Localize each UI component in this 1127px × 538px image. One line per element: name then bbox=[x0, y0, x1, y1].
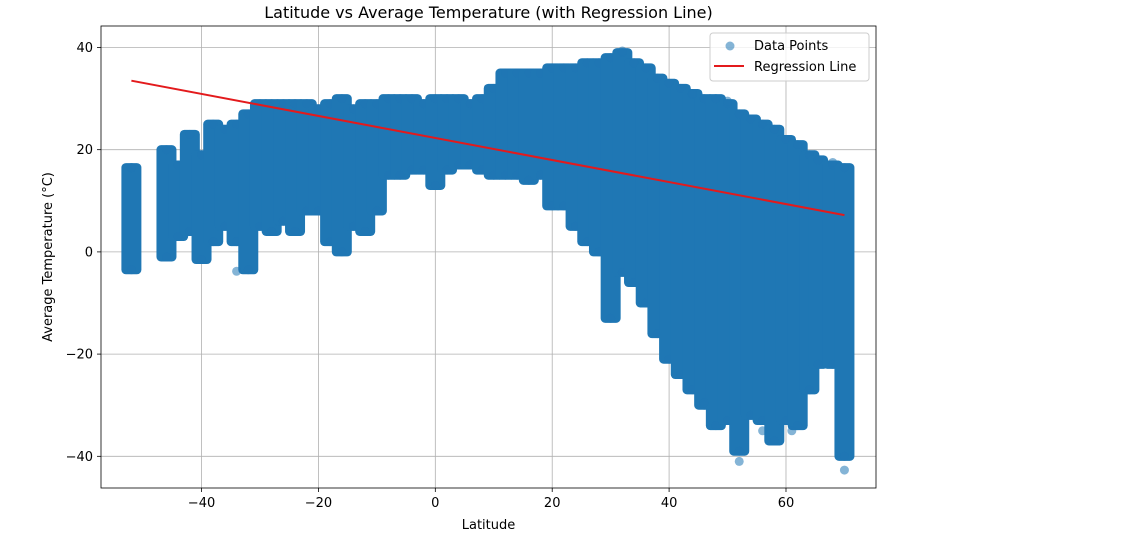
data-point bbox=[337, 247, 347, 257]
data-point bbox=[676, 83, 686, 93]
chart-title: Latitude vs Average Temperature (with Re… bbox=[264, 3, 713, 22]
data-point bbox=[617, 46, 627, 56]
data-point bbox=[839, 451, 849, 461]
data-point bbox=[723, 96, 733, 106]
data-point bbox=[243, 265, 253, 275]
data-point bbox=[711, 94, 721, 104]
x-tick-label: −40 bbox=[188, 496, 215, 511]
data-point bbox=[430, 180, 440, 190]
y-axis-label: Average Temperature (°C) bbox=[41, 172, 56, 342]
data-point bbox=[758, 426, 768, 436]
data-point bbox=[769, 436, 779, 446]
regression-line-series bbox=[131, 79, 845, 217]
data-point bbox=[687, 89, 697, 99]
data-point-column bbox=[121, 163, 142, 275]
data-points-series bbox=[121, 46, 855, 475]
data-point bbox=[813, 359, 823, 369]
data-point bbox=[793, 140, 803, 150]
data-point bbox=[769, 124, 779, 134]
data-point bbox=[208, 237, 218, 247]
data-point bbox=[302, 99, 312, 109]
data-point bbox=[839, 163, 849, 173]
data-point bbox=[442, 165, 452, 175]
data-point bbox=[652, 73, 662, 83]
y-tick-label: 40 bbox=[76, 41, 93, 56]
legend: Data Points Regression Line bbox=[709, 32, 870, 82]
x-axis-ticks: −40 −20 0 20 40 60 bbox=[188, 488, 794, 511]
data-point bbox=[161, 252, 171, 262]
data-point bbox=[372, 206, 382, 216]
data-point bbox=[787, 426, 797, 436]
y-tick-label: −40 bbox=[66, 450, 93, 465]
y-tick-label: −20 bbox=[66, 348, 93, 363]
data-point bbox=[395, 170, 405, 180]
legend-marker-data-points bbox=[725, 41, 735, 51]
x-tick-label: −20 bbox=[305, 496, 332, 511]
data-point bbox=[711, 421, 721, 431]
legend-label-regression-line: Regression Line bbox=[754, 60, 856, 75]
data-point bbox=[267, 226, 277, 236]
axes-frame bbox=[100, 25, 877, 489]
data-point bbox=[734, 109, 744, 119]
data-point bbox=[813, 155, 823, 165]
data-point-column bbox=[834, 163, 855, 461]
data-point bbox=[126, 163, 136, 173]
data-point bbox=[454, 94, 464, 104]
data-point bbox=[290, 226, 300, 236]
data-point bbox=[793, 421, 803, 431]
x-tick-label: 40 bbox=[661, 496, 678, 511]
data-point bbox=[781, 134, 791, 144]
y-tick-label: 20 bbox=[76, 143, 93, 158]
data-point bbox=[337, 94, 347, 104]
data-point bbox=[839, 465, 849, 475]
data-point bbox=[699, 398, 709, 408]
regression-line bbox=[131, 79, 845, 217]
data-point bbox=[758, 119, 768, 129]
y-tick-label: 0 bbox=[85, 245, 93, 260]
data-point bbox=[734, 446, 744, 456]
data-point bbox=[197, 255, 207, 265]
y-axis-ticks: −40 −20 0 20 40 bbox=[66, 41, 101, 465]
data-point bbox=[629, 58, 639, 68]
legend-box bbox=[709, 32, 870, 82]
data-point bbox=[360, 226, 370, 236]
data-point bbox=[407, 94, 417, 104]
data-point bbox=[606, 313, 616, 323]
data-point bbox=[641, 63, 651, 73]
data-point bbox=[524, 175, 534, 185]
data-point bbox=[746, 114, 756, 124]
data-point bbox=[828, 157, 838, 167]
data-point bbox=[208, 119, 218, 129]
x-tick-label: 60 bbox=[778, 496, 795, 511]
legend-label-data-points: Data Points bbox=[754, 39, 828, 54]
data-point bbox=[185, 129, 195, 139]
x-tick-label: 20 bbox=[544, 496, 561, 511]
x-axis-label: Latitude bbox=[462, 518, 516, 533]
data-point bbox=[232, 266, 242, 276]
data-point bbox=[126, 265, 136, 275]
data-point bbox=[734, 456, 744, 466]
data-point bbox=[161, 145, 171, 155]
data-point bbox=[173, 232, 183, 242]
data-point bbox=[664, 78, 674, 88]
x-tick-label: 0 bbox=[431, 496, 439, 511]
data-point bbox=[804, 385, 814, 395]
